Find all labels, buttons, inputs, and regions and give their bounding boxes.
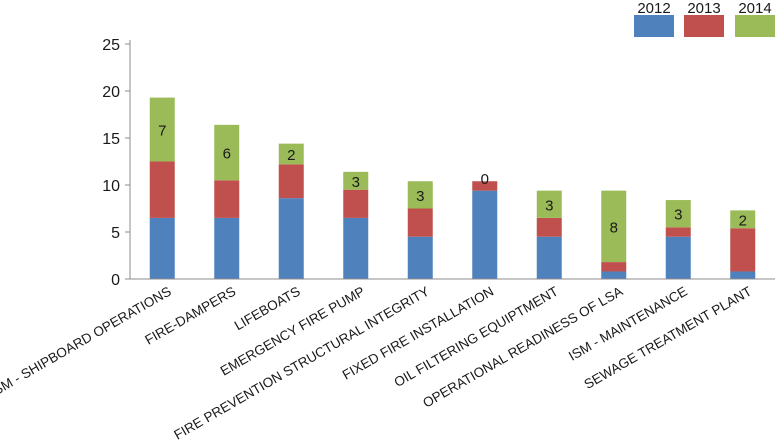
bar-stack: 3 (407, 181, 433, 279)
bar-segment-2014 (730, 210, 756, 229)
bars: 7 6 2 3 3 0 3 8 3 2 (149, 97, 756, 279)
data-label: 7 (158, 123, 166, 140)
y-tick-label: 10 (102, 178, 120, 195)
x-axis: ISM - SHIPBOARD OPERATIONSFIRE-DAMPERSLI… (0, 278, 775, 440)
bar-stack: 0 (472, 171, 498, 279)
y-tick-label: 15 (102, 131, 120, 148)
data-label: 3 (416, 188, 424, 205)
y-tick-label: 0 (111, 272, 120, 289)
bar-segment-2014 (278, 143, 304, 165)
legend-swatch-2013 (684, 15, 724, 37)
bar-segment-2012 (407, 236, 433, 279)
bar-segment-2013 (472, 181, 498, 191)
legend: 2012 2013 2014 (634, 0, 775, 37)
bar-stack: 3 (665, 200, 691, 279)
bar-segment-2012 (343, 217, 369, 279)
y-tick-label: 5 (111, 225, 120, 242)
bar-stack: 3 (536, 190, 562, 279)
bar-segment-2012 (665, 236, 691, 279)
data-label: 3 (674, 207, 682, 224)
bar-segment-2014 (536, 190, 562, 218)
legend-label: 2012 (637, 0, 670, 17)
bar-segment-2013 (536, 217, 562, 237)
bar-stack: 6 (214, 124, 240, 279)
bar-segment-2013 (665, 227, 691, 237)
data-label: 0 (481, 171, 489, 188)
bar-segment-2014 (407, 181, 433, 209)
bar-segment-2012 (536, 236, 562, 279)
bar-stack: 8 (601, 190, 627, 279)
bar-segment-2013 (149, 161, 175, 218)
data-label: 3 (352, 174, 360, 191)
data-label: 3 (545, 197, 553, 214)
legend-label: 2013 (687, 0, 720, 17)
bar-stack: 2 (278, 143, 304, 279)
bar-segment-2014 (601, 190, 627, 263)
y-tick-label: 25 (102, 37, 120, 54)
bar-stack: 3 (343, 171, 369, 279)
y-tick-label: 20 (102, 84, 120, 101)
bar-stack: 2 (730, 210, 756, 279)
bar-segment-2012 (149, 217, 175, 279)
bar-segment-2012 (601, 271, 627, 279)
bar-segment-2013 (214, 180, 240, 218)
legend-label: 2014 (738, 0, 771, 17)
bar-segment-2013 (601, 262, 627, 272)
bar-segment-2012 (278, 198, 304, 279)
bar-segment-2014 (665, 200, 691, 228)
data-label: 2 (739, 212, 747, 229)
data-label: 6 (223, 146, 231, 163)
bar-segment-2013 (343, 189, 369, 218)
bar-segment-2014 (343, 171, 369, 190)
bar-segment-2014 (149, 97, 175, 162)
bar-segment-2012 (472, 190, 498, 279)
data-label: 2 (287, 147, 295, 164)
bar-segment-2013 (278, 164, 304, 199)
bar-segment-2012 (730, 271, 756, 279)
bar-segment-2013 (730, 228, 756, 272)
bar-segment-2014 (214, 124, 240, 181)
bar-stack: 7 (149, 97, 175, 279)
y-axis: 0 5 10 15 20 25 (102, 37, 131, 289)
bar-segment-2013 (407, 208, 433, 237)
data-label: 8 (610, 219, 618, 236)
bar-segment-2012 (214, 217, 240, 279)
legend-swatch-2012 (634, 15, 674, 37)
legend-swatch-2014 (735, 15, 775, 37)
